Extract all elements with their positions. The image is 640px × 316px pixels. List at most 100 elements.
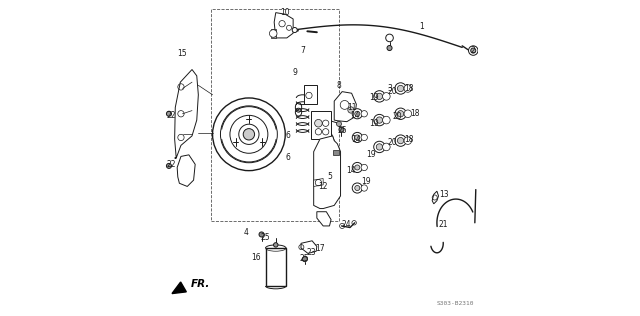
Polygon shape bbox=[317, 212, 331, 226]
Circle shape bbox=[259, 232, 264, 237]
Circle shape bbox=[361, 111, 367, 117]
Circle shape bbox=[376, 93, 383, 100]
Circle shape bbox=[376, 117, 383, 123]
Circle shape bbox=[397, 85, 404, 92]
Circle shape bbox=[376, 144, 383, 150]
Circle shape bbox=[471, 48, 476, 53]
Text: 5: 5 bbox=[327, 173, 332, 181]
Text: 22: 22 bbox=[166, 160, 175, 169]
Text: 6: 6 bbox=[286, 131, 291, 140]
Polygon shape bbox=[274, 13, 293, 38]
Text: 2: 2 bbox=[471, 46, 476, 55]
Text: 7: 7 bbox=[300, 46, 305, 55]
Text: 19: 19 bbox=[369, 119, 378, 128]
Circle shape bbox=[352, 109, 362, 119]
Bar bbox=[310, 111, 331, 139]
Text: 13: 13 bbox=[439, 190, 449, 199]
Text: 20: 20 bbox=[388, 138, 397, 147]
Text: 18: 18 bbox=[404, 135, 413, 143]
Circle shape bbox=[397, 137, 404, 144]
Circle shape bbox=[337, 121, 342, 126]
Polygon shape bbox=[314, 179, 323, 186]
Circle shape bbox=[404, 85, 412, 92]
Circle shape bbox=[386, 34, 394, 42]
Circle shape bbox=[404, 137, 412, 144]
Text: 18: 18 bbox=[410, 109, 420, 118]
Circle shape bbox=[315, 119, 322, 127]
Circle shape bbox=[468, 46, 478, 55]
Circle shape bbox=[166, 163, 172, 168]
Circle shape bbox=[302, 257, 307, 262]
Polygon shape bbox=[175, 70, 198, 158]
Text: 12: 12 bbox=[319, 182, 328, 191]
Text: 25: 25 bbox=[260, 233, 270, 241]
Text: 21: 21 bbox=[438, 220, 448, 229]
Polygon shape bbox=[271, 29, 276, 38]
Circle shape bbox=[352, 162, 362, 173]
Text: 23: 23 bbox=[307, 248, 316, 257]
Circle shape bbox=[166, 111, 172, 116]
Text: 25: 25 bbox=[337, 126, 347, 135]
Text: 3: 3 bbox=[387, 84, 392, 93]
Circle shape bbox=[383, 143, 390, 151]
Circle shape bbox=[361, 134, 367, 141]
Circle shape bbox=[387, 46, 392, 51]
Circle shape bbox=[243, 129, 255, 140]
Polygon shape bbox=[172, 282, 186, 294]
Text: 1: 1 bbox=[419, 22, 424, 31]
Circle shape bbox=[395, 108, 406, 119]
Text: 22: 22 bbox=[166, 111, 175, 120]
Polygon shape bbox=[333, 150, 339, 155]
Circle shape bbox=[383, 116, 390, 124]
Text: 16: 16 bbox=[252, 253, 261, 262]
Circle shape bbox=[361, 185, 367, 191]
Text: 19: 19 bbox=[369, 94, 378, 102]
Text: 4: 4 bbox=[243, 228, 248, 237]
Circle shape bbox=[355, 165, 360, 170]
Text: S303-B2310: S303-B2310 bbox=[437, 301, 474, 306]
Text: 10: 10 bbox=[280, 8, 290, 17]
Text: 9: 9 bbox=[292, 68, 297, 77]
Text: 20: 20 bbox=[388, 87, 397, 96]
Polygon shape bbox=[301, 241, 317, 253]
Circle shape bbox=[339, 127, 344, 132]
Circle shape bbox=[374, 141, 385, 153]
Circle shape bbox=[374, 91, 385, 102]
Text: 15: 15 bbox=[177, 49, 186, 58]
Polygon shape bbox=[432, 191, 438, 204]
Circle shape bbox=[352, 132, 362, 143]
Circle shape bbox=[352, 183, 362, 193]
Circle shape bbox=[273, 243, 278, 247]
Circle shape bbox=[383, 93, 390, 100]
Text: 19: 19 bbox=[365, 150, 376, 159]
Circle shape bbox=[292, 27, 297, 33]
Text: FR.: FR. bbox=[191, 279, 211, 289]
Circle shape bbox=[361, 164, 367, 171]
Circle shape bbox=[355, 111, 360, 116]
Text: 14: 14 bbox=[351, 135, 361, 143]
Circle shape bbox=[355, 185, 360, 191]
Text: 14: 14 bbox=[346, 166, 355, 175]
Polygon shape bbox=[314, 136, 340, 209]
Text: 24: 24 bbox=[341, 220, 351, 229]
Circle shape bbox=[395, 83, 406, 94]
Polygon shape bbox=[334, 92, 356, 122]
Circle shape bbox=[395, 135, 406, 146]
Text: 18: 18 bbox=[404, 84, 413, 93]
Text: 19: 19 bbox=[361, 177, 371, 186]
Text: 20: 20 bbox=[392, 112, 402, 121]
Bar bbox=[304, 85, 317, 104]
Polygon shape bbox=[177, 155, 195, 186]
Circle shape bbox=[212, 98, 285, 171]
Bar bbox=[211, 9, 339, 221]
Circle shape bbox=[355, 135, 360, 140]
Text: 11: 11 bbox=[347, 103, 356, 112]
Text: 17: 17 bbox=[315, 244, 325, 252]
Circle shape bbox=[348, 107, 354, 113]
Circle shape bbox=[404, 110, 412, 118]
Text: 14: 14 bbox=[350, 111, 360, 120]
Circle shape bbox=[374, 114, 385, 126]
Text: 8: 8 bbox=[337, 81, 341, 90]
Bar bbox=[266, 248, 286, 286]
Circle shape bbox=[397, 111, 404, 117]
